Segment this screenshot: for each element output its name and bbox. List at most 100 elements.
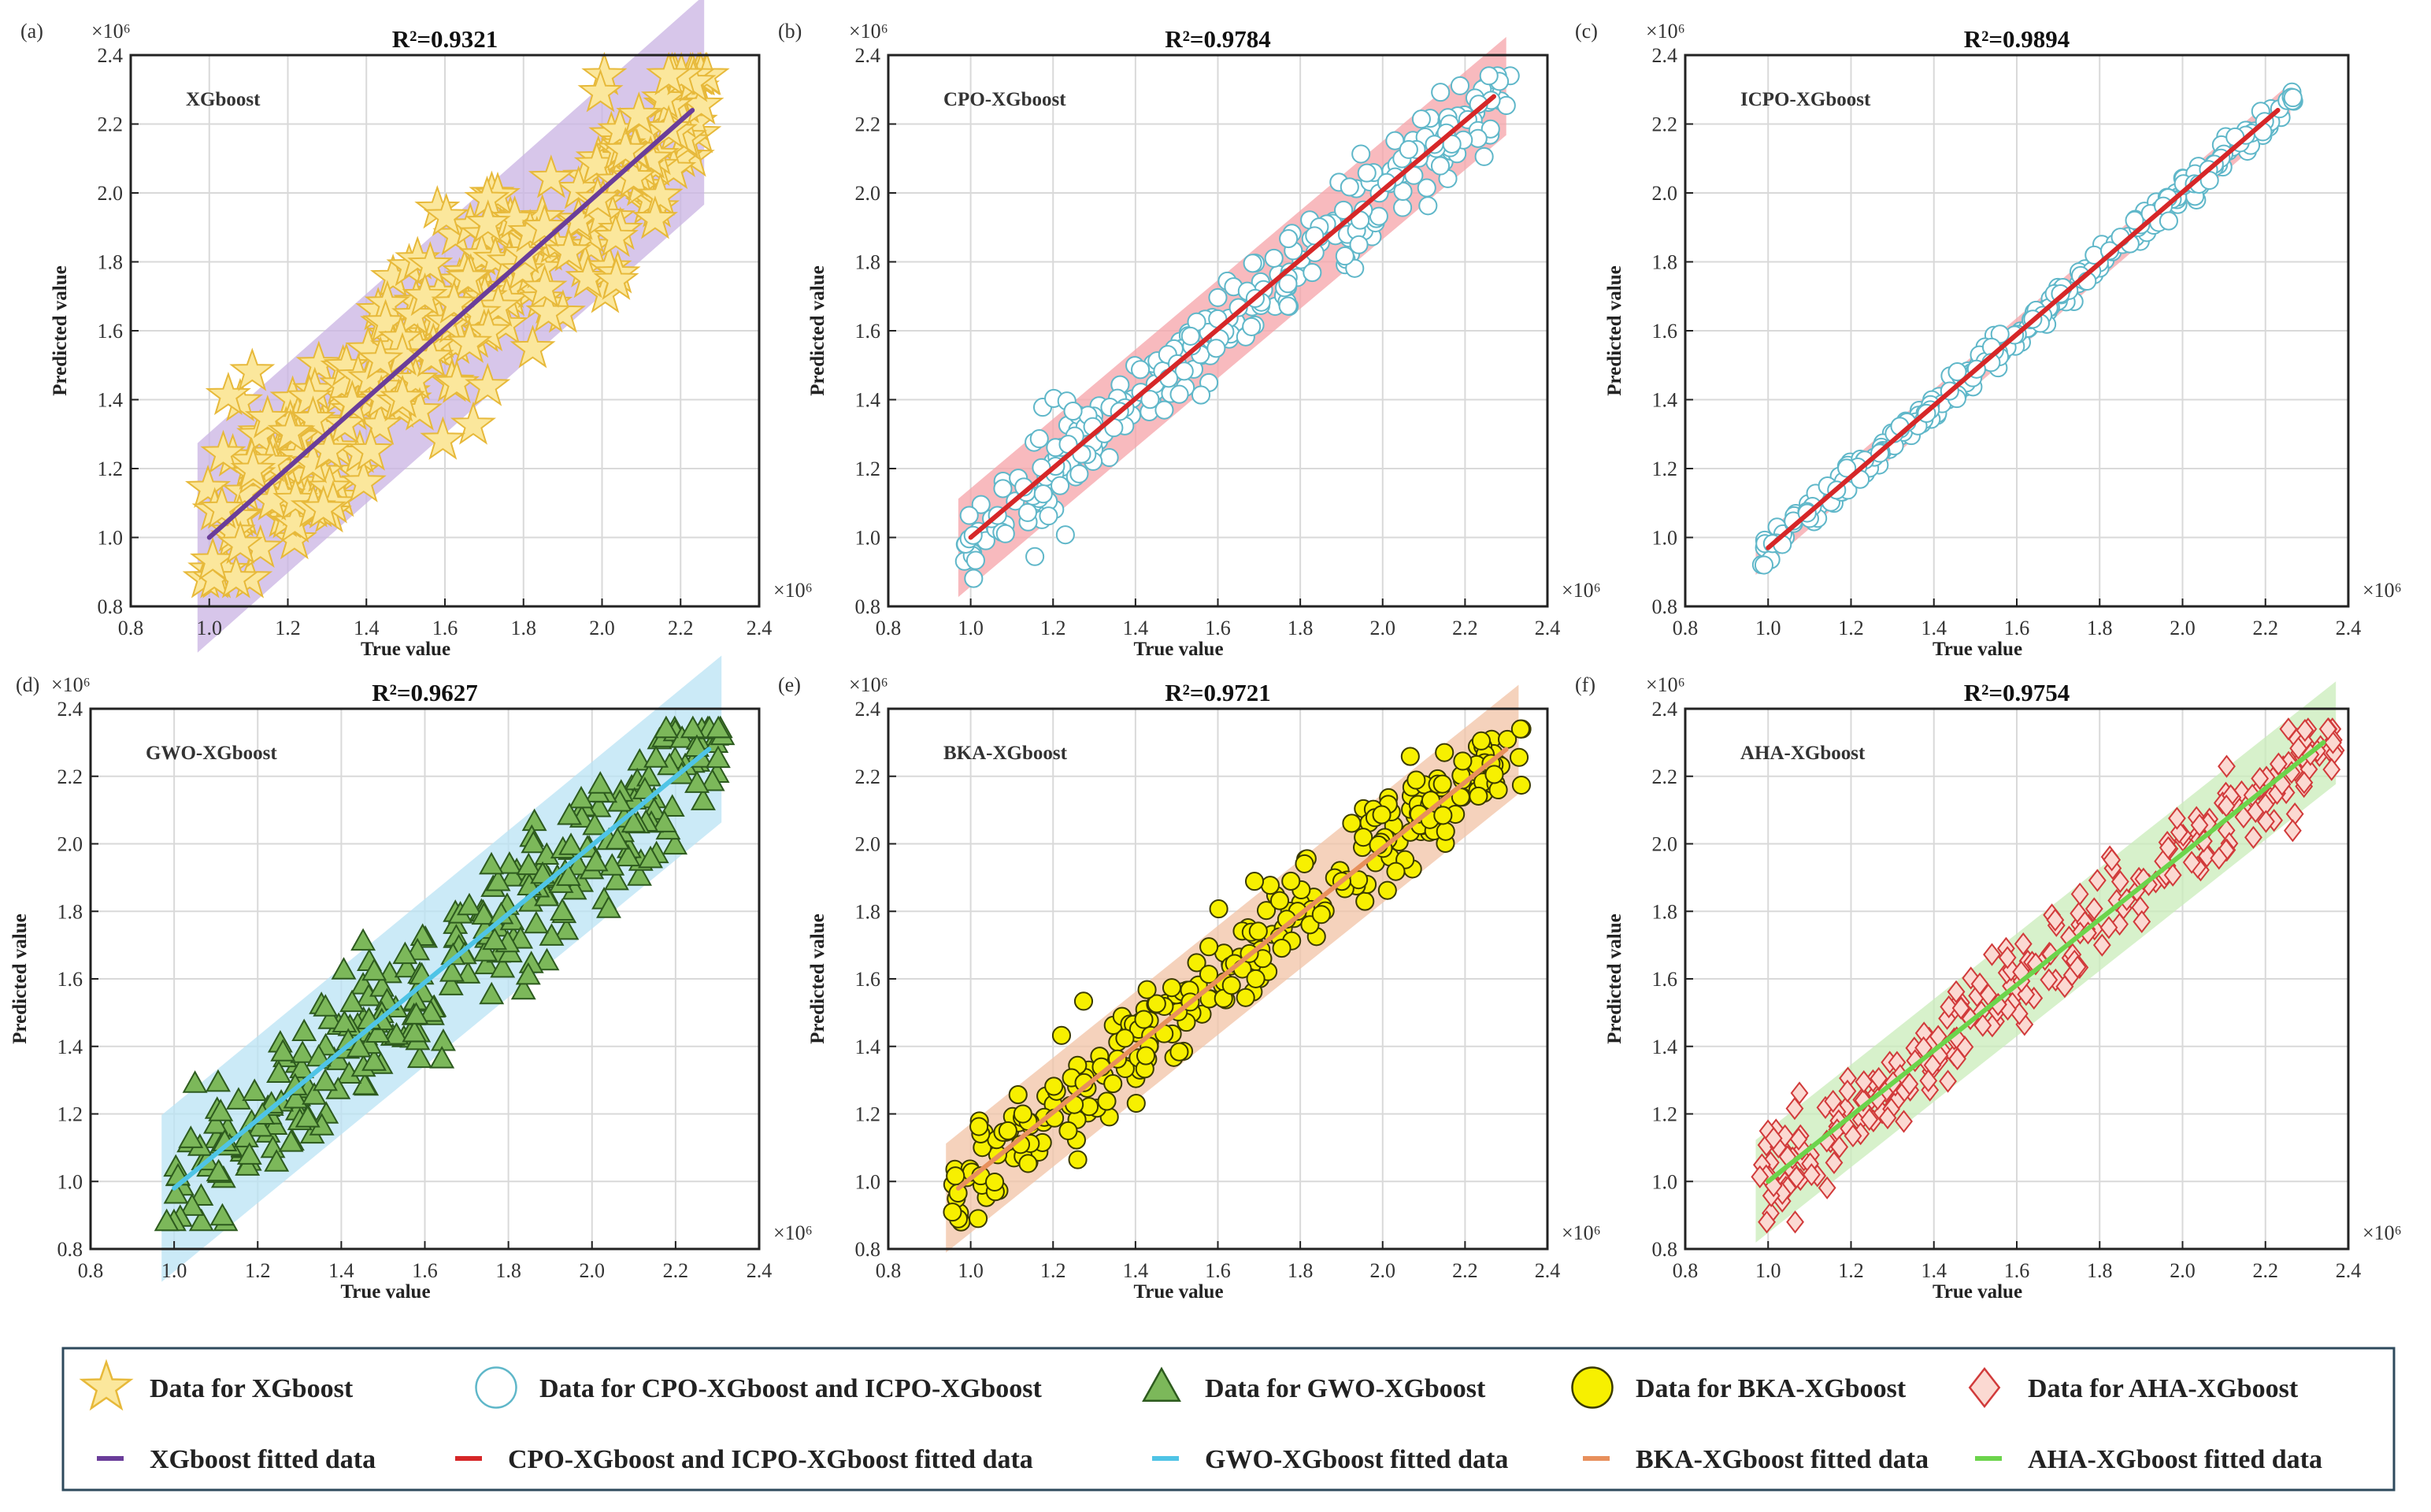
data-point [1349,235,1369,254]
fitted-line [968,94,1496,540]
data-point [1099,447,1119,468]
data-point [521,264,568,308]
data-point [2210,847,2229,870]
y-tick-label: 0.8 [98,595,124,618]
legend-marker-circle [475,1366,517,1409]
data-point [605,827,631,850]
x-tick-label: 1.8 [2087,1259,2113,1282]
data-point [1137,980,1157,999]
data-point [295,1105,321,1128]
data-point [1335,246,1354,266]
data-point [574,175,621,219]
data-point [185,464,232,509]
data-point [1351,144,1371,164]
x-axis-label: True value [1133,1281,1223,1303]
data-point [1838,1079,1857,1103]
data-point [583,848,609,872]
data-point [1169,1042,1189,1062]
y-axis-label: Predicted value [1604,914,1625,1043]
data-point [1385,131,1405,150]
x-tick-label: 2.2 [668,617,694,639]
data-point [1386,862,1406,881]
data-point [278,1129,304,1152]
data-point [289,1055,315,1079]
data-points [943,719,1532,1232]
data-point [516,852,542,876]
data-point [235,1153,261,1176]
y-tick-label: 2.4 [57,698,83,721]
data-point [1480,119,1500,139]
data-point [347,427,394,471]
y-tick-label: 1.8 [1652,251,1678,274]
data-points [182,51,730,598]
data-point [1802,1163,1821,1187]
y-tick-label: 1.4 [855,389,881,412]
data-point [2244,825,2262,850]
panel-label: (a) [20,20,43,43]
y-tick-label: 1.2 [1652,1103,1678,1126]
data-point [2257,810,2275,833]
data-point [1418,196,1438,216]
x-tick-label: 2.0 [1370,1259,1396,1282]
x-tick-label: 1.0 [958,1259,984,1282]
data-point [632,195,678,239]
x-tick-label: 2.0 [1370,617,1396,639]
data-point [555,863,581,886]
data-point [1013,1104,1032,1124]
data-point [384,1021,409,1045]
data-point [264,1149,290,1172]
y-tick-label: 2.4 [855,44,881,67]
data-point [438,973,464,995]
data-point [550,898,575,921]
data-point [1334,200,1354,220]
data-point [472,939,498,962]
y-tick-label: 2.0 [98,182,124,205]
data-point [474,951,499,975]
data-point [1244,872,1265,891]
data-point [1256,901,1277,921]
panel-label: (b) [778,20,802,43]
fitted-line [172,747,712,1191]
y-tick-label: 0.8 [1652,1238,1678,1261]
legend: Data for XGboost Data for CPO-XGboost and… [61,1347,2396,1492]
data-point [283,1085,309,1109]
data-point [471,902,497,925]
data-point [1269,891,1290,910]
y-tick-label: 1.4 [98,389,124,412]
data-point [684,734,710,758]
y-tick-label: 1.6 [57,968,83,991]
y-scale-label: ×10⁶ [51,673,91,696]
x-scale-label: ×10⁶ [2362,579,2402,602]
data-point [2218,754,2236,778]
x-tick-label: 1.0 [197,617,223,639]
data-point [508,926,534,949]
data-point [1191,385,1211,405]
data-point [2103,848,2122,872]
x-tick-label: 1.0 [161,1259,187,1282]
data-point [1044,1077,1064,1096]
data-point [182,1070,208,1093]
y-tick-label: 1.6 [98,320,124,343]
model-label: AHA-XGboost [1740,743,1866,764]
data-point [1947,362,1967,382]
panel-label: (e) [778,673,801,696]
x-tick-label: 2.4 [747,1259,773,1282]
data-point [380,374,426,418]
data-point [1154,400,1174,420]
x-axis-label: True value [361,639,450,660]
legend-marker-triangle [1142,1366,1181,1403]
x-tick-label: 1.2 [1838,1259,1864,1282]
data-point [1453,751,1473,771]
data-point [229,347,276,391]
data-point [1295,854,1314,873]
data-point [985,1172,1005,1192]
data-point [539,923,565,946]
data-point [208,1099,234,1121]
data-point [1479,66,1499,86]
data-point [420,416,466,460]
y-tick-label: 2.0 [855,182,881,205]
legend-label: BKA-XGboost fitted data [1636,1445,1929,1474]
x-scale-label: ×10⁶ [2362,1221,2402,1244]
data-point [534,947,560,971]
data-point [964,569,984,588]
